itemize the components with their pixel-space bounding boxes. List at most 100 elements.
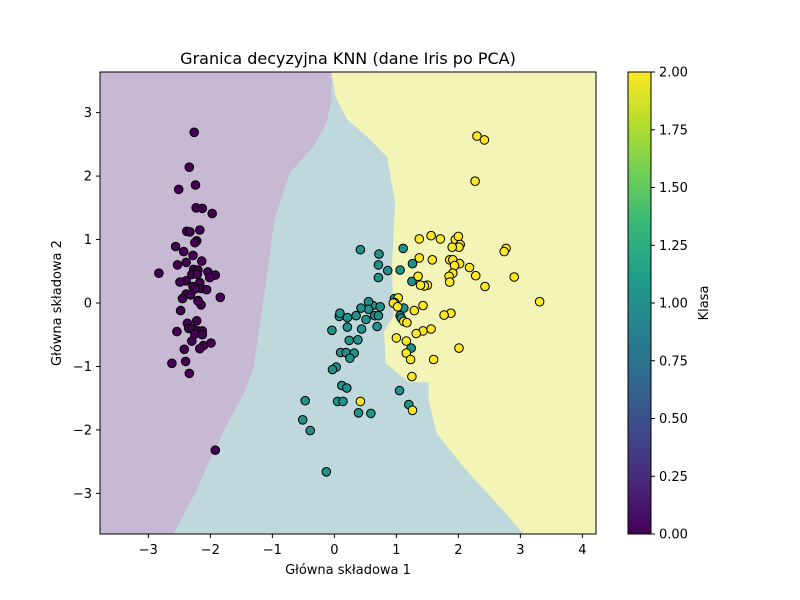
data-point-class-1: [353, 335, 363, 345]
data-point-class-2: [415, 280, 426, 291]
colorbar: [627, 71, 652, 535]
data-point-class-2: [414, 253, 425, 263]
data-point-class-1: [342, 312, 353, 323]
y-tick-label: 1: [84, 233, 92, 248]
data-point-class-0: [177, 293, 188, 304]
data-point-class-1: [372, 321, 382, 332]
data-point-class-1: [342, 322, 353, 332]
data-point-class-0: [210, 445, 221, 456]
data-point-class-1: [355, 244, 366, 255]
data-point-class-1: [345, 353, 355, 364]
data-point-class-0: [172, 260, 183, 270]
data-point-class-0: [192, 269, 203, 280]
data-point-class-1: [374, 249, 384, 259]
y-tick-label: −1: [73, 360, 92, 375]
data-point-class-2: [407, 405, 418, 416]
data-point-class-0: [184, 162, 195, 172]
colorbar-tick-label: 1.75: [659, 123, 688, 138]
data-point-class-1: [407, 276, 417, 287]
data-point-class-2: [355, 396, 366, 407]
data-point-class-2: [444, 277, 455, 287]
data-point-class-1: [366, 408, 376, 419]
data-point-class-2: [426, 230, 436, 241]
data-point-class-2: [427, 254, 438, 265]
x-tick-label: 3: [516, 543, 524, 558]
data-point-class-0: [193, 296, 203, 306]
data-point-class-1: [398, 243, 409, 254]
x-tick-label: 0: [330, 543, 338, 558]
x-axis-label: Główna składowa 1: [285, 563, 411, 578]
data-point-class-2: [454, 343, 464, 353]
colorbar-tick-label: 1.00: [659, 297, 688, 312]
data-point-class-0: [188, 250, 198, 261]
y-tick-label: 2: [84, 170, 92, 185]
y-tick-label: 0: [84, 297, 92, 312]
data-point-class-0: [167, 358, 177, 369]
colorbar-ticks: 0.00 0.25 0.50 0.75 1.00 1.25 1.50 1.75 2.00: [651, 66, 688, 543]
data-point-class-1: [382, 265, 393, 276]
data-point-class-0: [179, 344, 190, 355]
colorbar-tick-label: 1.50: [659, 181, 688, 196]
data-point-class-1: [305, 425, 316, 436]
data-point-class-2: [426, 324, 436, 334]
data-point-class-1: [344, 335, 355, 346]
data-point-class-2: [407, 371, 417, 382]
data-point-class-0: [185, 227, 195, 237]
x-tick-label: −3: [139, 543, 158, 558]
data-point-class-2: [472, 131, 482, 141]
data-point-class-1: [356, 324, 367, 334]
data-point-class-2: [401, 336, 412, 346]
data-point-class-2: [418, 300, 428, 311]
data-point-class-0: [195, 225, 205, 235]
data-point-class-1: [373, 272, 384, 283]
data-point-class-1: [321, 467, 332, 477]
data-point-class-1: [351, 310, 361, 321]
data-point-class-2: [509, 272, 520, 282]
y-tick-label: 3: [84, 106, 92, 121]
data-point-class-0: [185, 290, 196, 300]
data-point-class-0: [170, 241, 181, 252]
data-point-class-2: [453, 231, 464, 242]
data-point-class-0: [196, 256, 207, 266]
data-point-class-1: [395, 265, 405, 275]
data-point-class-1: [375, 302, 386, 312]
data-point-class-2: [409, 305, 420, 316]
data-point-class-0: [207, 208, 217, 219]
data-point-class-2: [479, 135, 490, 145]
data-point-class-2: [413, 271, 423, 282]
data-point-class-2: [499, 246, 510, 257]
data-point-class-0: [180, 356, 191, 367]
data-point-class-1: [373, 260, 384, 270]
data-point-class-0: [172, 326, 182, 337]
colorbar-tick-label: 0.00: [659, 528, 688, 543]
x-axis-ticks: −3 −2 −1 0 1 2 3 4: [139, 534, 587, 558]
data-point-class-1: [373, 310, 384, 321]
data-point-class-0: [181, 257, 191, 268]
x-tick-label: −1: [263, 543, 282, 558]
data-point-class-0: [178, 246, 189, 257]
data-point-class-2: [391, 333, 402, 343]
colorbar-tick-label: 0.50: [659, 412, 688, 427]
data-point-class-2: [405, 354, 416, 365]
data-point-class-1: [361, 314, 371, 325]
colorbar-tick-label: 1.25: [659, 239, 688, 254]
data-point-class-2: [392, 302, 403, 312]
data-point-class-1: [353, 408, 364, 418]
colorbar-label: Klasa: [697, 286, 712, 321]
colorbar-tick-label: 0.75: [659, 354, 688, 369]
data-point-class-0: [195, 343, 205, 354]
data-point-class-0: [197, 329, 208, 340]
x-tick-label: 1: [392, 543, 400, 558]
data-point-class-1: [327, 364, 338, 375]
scatter-points: [154, 127, 545, 477]
region-class-2: [331, 72, 596, 534]
data-point-class-1: [335, 308, 345, 319]
data-point-class-2: [470, 270, 481, 281]
y-axis-ticks: −3 −2 −1 0 1 2 3: [73, 106, 100, 502]
colorbar-tick-label: 2.00: [659, 66, 688, 81]
data-point-class-0: [191, 316, 202, 326]
data-point-class-2: [439, 310, 449, 320]
data-point-class-0: [204, 272, 215, 283]
y-tick-label: −2: [73, 423, 92, 438]
